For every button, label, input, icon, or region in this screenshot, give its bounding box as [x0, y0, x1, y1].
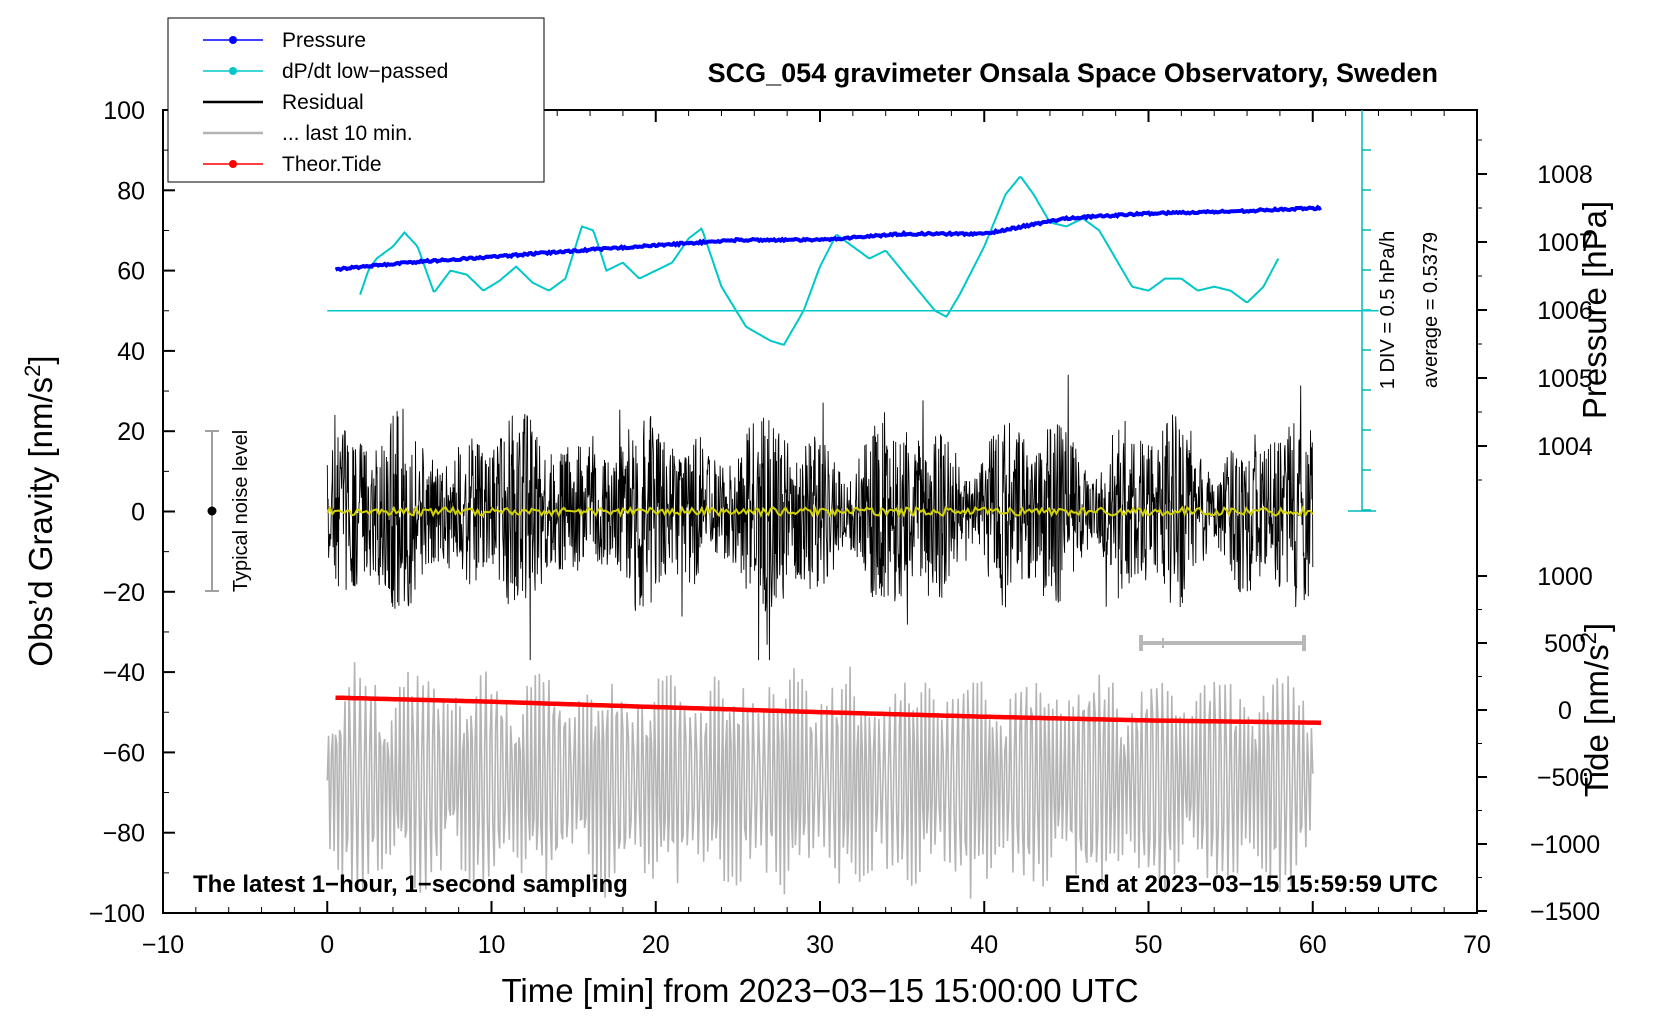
x-axis-label: Time [min] from 2023−03−15 15:00:00 UTC: [501, 972, 1138, 1009]
legend-marker: [229, 67, 237, 75]
legend-label: Theor.Tide: [282, 153, 382, 176]
pressure-tick-label: 1005: [1537, 365, 1593, 393]
y-tick-label: −80: [103, 820, 145, 848]
residual-series: [326, 374, 1314, 661]
y-tick-label: 40: [117, 338, 145, 366]
y-tick-label: −40: [103, 659, 145, 687]
y-axis-label-pressure: Pressure [hPa]: [1576, 201, 1613, 419]
x-tick-label: 50: [1135, 931, 1163, 959]
chart-title: SCG_054 gravimeter Onsala Space Observat…: [708, 58, 1438, 88]
legend-marker: [229, 160, 237, 168]
legend-label: dP/dt low−passed: [282, 60, 448, 83]
x-axis-ticks: −10 0 10 20 30 40 50 60 70: [142, 110, 1491, 959]
y-tick-label: 100: [103, 97, 145, 125]
tide-series: [335, 695, 1321, 725]
y-tick-label: 20: [117, 418, 145, 446]
tide-line: [335, 695, 1321, 725]
pressure-line: [334, 204, 1322, 273]
dpdt-line: [359, 176, 1280, 346]
last10-line: [326, 662, 1314, 899]
tide-tick-label: −1000: [1530, 831, 1600, 859]
y-tick-label: −60: [103, 739, 145, 767]
pressure-tick-label: 1006: [1537, 297, 1593, 325]
dpdt-series: [327, 176, 1379, 346]
legend-label: Residual: [282, 91, 364, 114]
noise-level-dot: [207, 506, 217, 516]
x-tick-label: 30: [806, 931, 834, 959]
x-tick-label: 20: [642, 931, 670, 959]
residual-smoothed-line: [326, 505, 1314, 519]
tide-tick-label: 1000: [1537, 563, 1593, 591]
annotation-bottom-right: End at 2023−03−15 15:59:59 UTC: [1064, 871, 1438, 898]
y-axis-label-tide: Tide [nm/s2]: [1576, 623, 1616, 797]
tide-axis-ticks: 1000 500 0 −500 −1000 −1500: [1477, 563, 1600, 926]
y-tick-label: 60: [117, 258, 145, 286]
y-tick-label: −100: [89, 900, 145, 928]
tide-tick-label: 0: [1558, 697, 1572, 725]
y-tick-label: 0: [131, 499, 145, 527]
tide-tick-label: −1500: [1530, 898, 1600, 926]
noise-level-label: Typical noise level: [230, 430, 252, 592]
residual-smoothed-series: [326, 505, 1314, 519]
residual-line: [326, 374, 1314, 661]
x-tick-label: 40: [970, 931, 998, 959]
legend-marker: [229, 36, 237, 44]
legend-box: [167, 17, 545, 183]
x-tick-label: 60: [1299, 931, 1327, 959]
pressure-tick-label: 1008: [1537, 161, 1593, 189]
y-tick-label: −20: [103, 579, 145, 607]
x-tick-label: 0: [320, 931, 334, 959]
dpdt-div-label: 1 DIV = 0.5 hPa/h: [1377, 231, 1399, 389]
annotation-bottom-left: The latest 1−hour, 1−second sampling: [193, 871, 628, 898]
last10-series: [326, 662, 1314, 899]
y-axis-label-left: Obs’d Gravity [nm/s2]: [20, 355, 60, 666]
legend-label: ... last 10 min.: [282, 122, 413, 145]
x-tick-label: −10: [142, 931, 184, 959]
legend-label: Pressure: [282, 29, 366, 52]
x-tick-label: 70: [1463, 931, 1491, 959]
tide-tick-label: −500: [1537, 764, 1593, 792]
y-axis-ticks: −100 −80 −60 −40 −20 0 20 40 60 80 100: [89, 97, 175, 928]
pressure-axis-ticks: 1004 1005 1006 1007 1008: [1477, 139, 1593, 481]
pressure-series: [334, 204, 1322, 273]
pressure-tick-label: 1007: [1537, 229, 1593, 257]
y-tick-label: 80: [117, 177, 145, 205]
last10-marker: [1139, 635, 1306, 651]
legend: Pressure dP/dt low−passed Residual ... last…: [167, 17, 545, 183]
x-tick-label: 10: [478, 931, 506, 959]
tide-tick-label: 500: [1544, 630, 1586, 658]
dpdt-average-label: average = 0.5379: [1420, 232, 1442, 388]
pressure-tick-label: 1004: [1537, 433, 1593, 461]
